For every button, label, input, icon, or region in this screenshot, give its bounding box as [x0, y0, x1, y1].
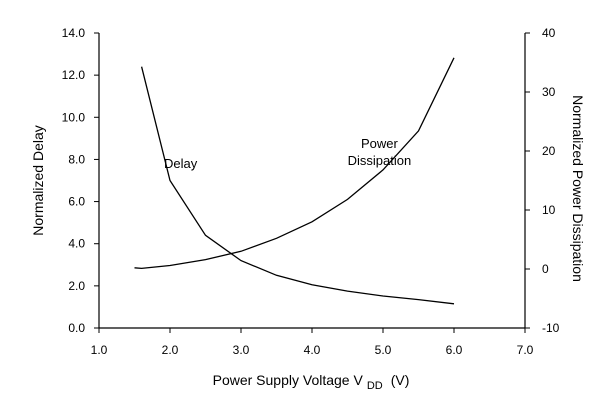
x-tick-label: 2.0: [162, 343, 179, 357]
series-lines: [134, 57, 455, 305]
x-axis-label: Power Supply Voltage V DD (V): [213, 372, 410, 392]
tick-marks: [94, 32, 530, 333]
delay-line: [140, 66, 455, 305]
right-y-tick-label: 30: [542, 85, 556, 99]
x-axis-label-unit: (V): [391, 372, 410, 388]
x-tick-label: 4.0: [304, 343, 321, 357]
power-dissipation-annotation: Dissipation: [348, 153, 412, 168]
power-dissipation-annotation: Power: [361, 136, 399, 151]
left-y-tick-label: 6.0: [68, 195, 85, 209]
x-axis-label-main: Power Supply Voltage V: [213, 372, 364, 388]
x-tick-label: 6.0: [446, 343, 463, 357]
left-y-tick-label: 14.0: [62, 26, 86, 40]
left-y-axis-label: Normalized Delay: [30, 125, 46, 235]
x-tick-label: 1.0: [91, 343, 108, 357]
right-y-tick-label: 10: [542, 203, 556, 217]
delay-annotation: Delay: [164, 156, 198, 171]
right-y-tick-label: 20: [542, 144, 556, 158]
left-y-tick-label: 4.0: [68, 237, 85, 251]
power-dissipation-line: [134, 57, 455, 270]
left-y-tick-label: 2.0: [68, 279, 85, 293]
left-y-tick-label: 10.0: [62, 110, 86, 124]
right-y-tick-label: 40: [542, 26, 556, 40]
left-y-tick-label: 12.0: [62, 68, 86, 82]
right-y-tick-label: 0: [542, 262, 549, 276]
x-tick-label: 3.0: [233, 343, 250, 357]
right-y-tick-label: -10: [542, 321, 560, 335]
x-tick-label: 7.0: [517, 343, 534, 357]
text-labels: 1.0 2.0 3.0 4.0 5.0 6.0 7.0 0.0 2.0 4.0 6.0 8.0 10.0…: [30, 26, 586, 392]
x-tick-label: 5.0: [375, 343, 392, 357]
axes: [98, 33, 526, 329]
left-y-tick-label: 0.0: [68, 321, 85, 335]
x-axis-label-subscript: DD: [367, 380, 383, 392]
right-y-axis-label: Normalized Power Dissipation: [570, 95, 586, 282]
left-y-tick-label: 8.0: [68, 152, 85, 166]
